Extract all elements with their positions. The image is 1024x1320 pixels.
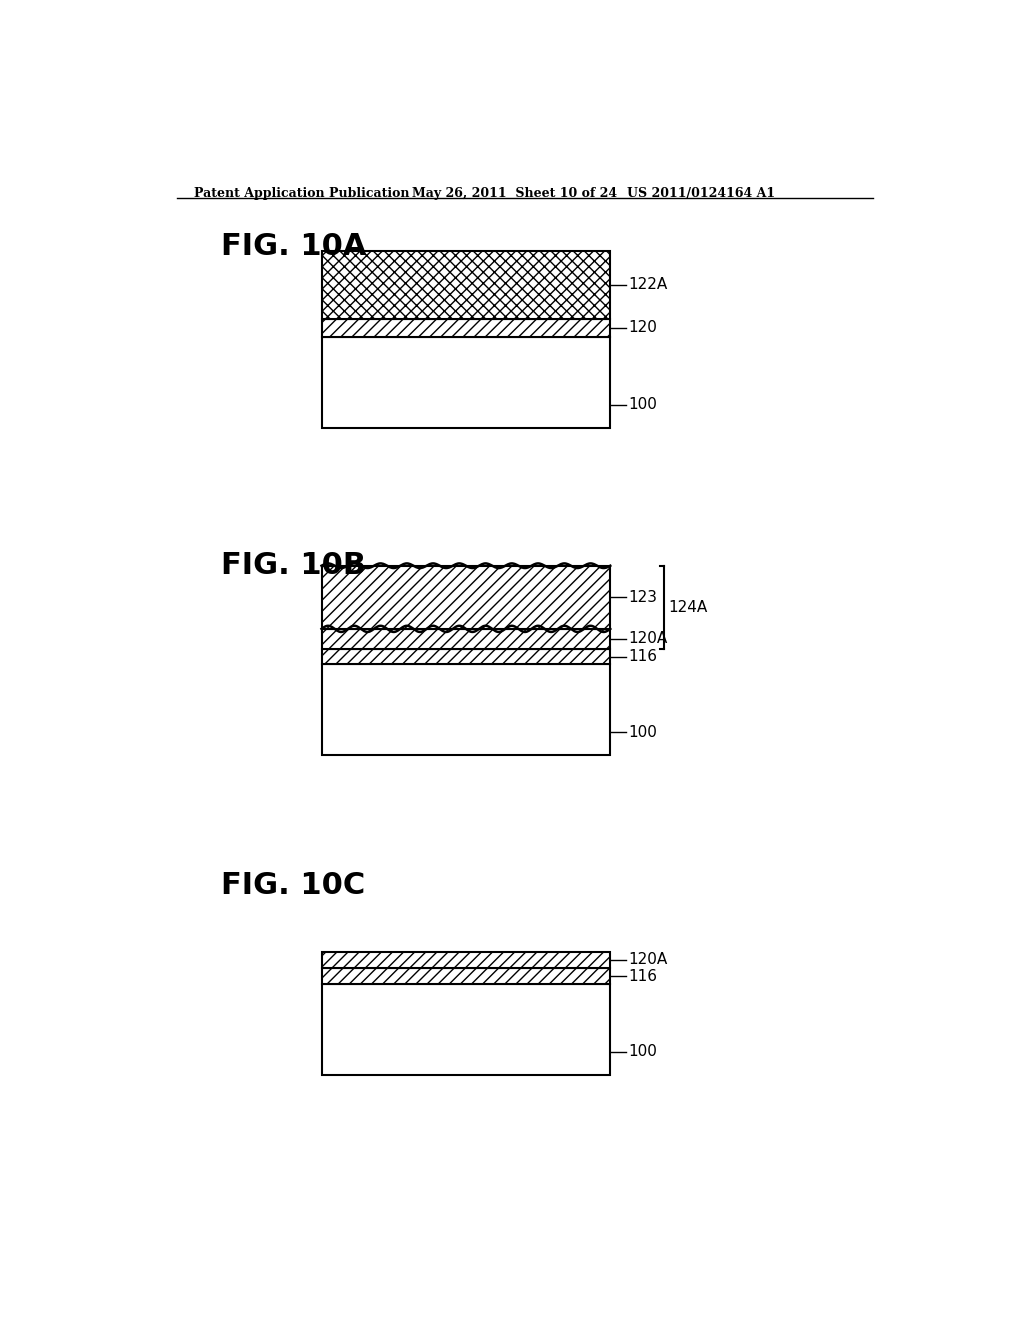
Bar <box>322 664 610 755</box>
Text: 100: 100 <box>629 725 657 739</box>
Bar <box>322 628 610 649</box>
Text: 120A: 120A <box>629 631 668 647</box>
Bar <box>322 337 610 428</box>
Text: 116: 116 <box>629 969 657 983</box>
Text: 100: 100 <box>629 1044 657 1059</box>
Text: Patent Application Publication: Patent Application Publication <box>194 187 410 199</box>
Text: 124A: 124A <box>669 599 708 615</box>
Text: 100: 100 <box>629 397 657 412</box>
Text: 120A: 120A <box>629 953 668 968</box>
Bar <box>322 566 610 628</box>
Text: 122A: 122A <box>629 277 668 292</box>
Bar <box>322 969 610 983</box>
Text: 120: 120 <box>629 321 657 335</box>
Text: US 2011/0124164 A1: US 2011/0124164 A1 <box>628 187 775 199</box>
Text: May 26, 2011  Sheet 10 of 24: May 26, 2011 Sheet 10 of 24 <box>412 187 616 199</box>
Bar <box>322 251 610 318</box>
Bar <box>322 983 610 1074</box>
Bar <box>322 952 610 969</box>
Text: FIG. 10A: FIG. 10A <box>221 231 367 260</box>
Text: 123: 123 <box>629 590 657 605</box>
Text: FIG. 10C: FIG. 10C <box>221 871 366 900</box>
Bar <box>322 318 610 337</box>
Text: 116: 116 <box>629 649 657 664</box>
Text: FIG. 10B: FIG. 10B <box>221 552 367 579</box>
Bar <box>322 649 610 664</box>
